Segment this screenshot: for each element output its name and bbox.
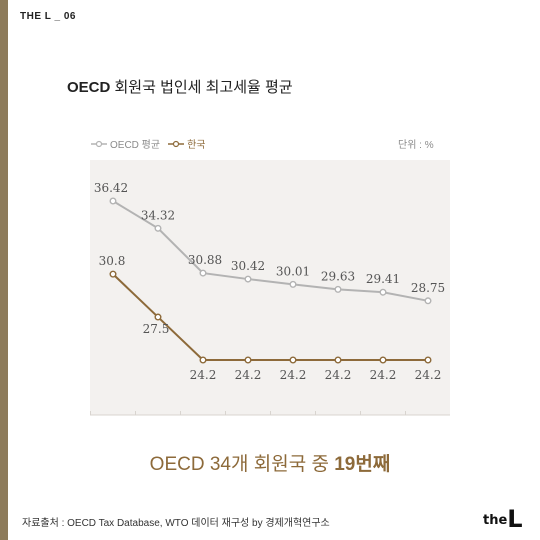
subtitle-strong: 19번째 xyxy=(334,454,391,475)
data-point-oecd xyxy=(109,197,117,205)
legend-item-oecd: OECD 평균 xyxy=(91,136,160,151)
data-point-korea xyxy=(334,356,342,364)
data-point-oecd xyxy=(154,224,162,232)
data-label-oecd: 30.88 xyxy=(188,253,222,267)
series-line-korea xyxy=(112,273,428,361)
chart-title-rest: 회원국 법인세 최고세율 평균 xyxy=(110,79,293,96)
series-tag: THE L _ 06 xyxy=(20,11,76,22)
data-label-korea: 24.2 xyxy=(325,368,352,382)
data-label-korea: 30.8 xyxy=(99,254,126,268)
data-label-oecd: 30.42 xyxy=(231,259,265,273)
chart-title-highlight: OECD xyxy=(67,79,111,96)
data-point-korea xyxy=(154,313,162,321)
data-point-oecd xyxy=(379,288,387,296)
legend-label-korea: 한국 xyxy=(187,140,206,151)
data-label-oecd: 29.63 xyxy=(321,269,355,283)
data-point-korea xyxy=(199,356,207,364)
data-label-korea: 24.2 xyxy=(415,368,442,382)
data-point-korea xyxy=(424,356,432,364)
series-line-oecd xyxy=(112,200,429,302)
data-point-oecd xyxy=(244,275,252,283)
subtitle: OECD 34개 회원국 중 19번째 xyxy=(0,449,540,476)
chart-title: OECD 회원국 법인세 최고세율 평균 xyxy=(67,76,293,97)
side-accent-bar xyxy=(0,0,8,540)
data-label-oecd: 34.32 xyxy=(141,208,175,222)
data-point-korea xyxy=(379,356,387,364)
data-label-oecd: 29.41 xyxy=(366,272,400,286)
data-label-oecd: 30.01 xyxy=(276,264,310,278)
data-label-korea: 24.2 xyxy=(280,368,307,382)
data-label-oecd: 36.42 xyxy=(94,181,128,195)
subtitle-normal: OECD 34개 회원국 중 xyxy=(149,454,335,475)
data-point-oecd xyxy=(289,280,297,288)
legend-oecd-marker-icon xyxy=(91,140,107,147)
legend: OECD 평균 한국 xyxy=(91,136,213,151)
legend-korea-marker-icon xyxy=(168,140,185,147)
data-label-korea: 24.2 xyxy=(235,368,262,382)
data-point-korea xyxy=(244,356,252,364)
the-l-logo: theL xyxy=(483,505,523,533)
data-point-oecd xyxy=(334,285,342,293)
line-chart: 36.42 34.32 30.88 30.42 30.01 29.63 29.41 28.75… xyxy=(90,160,450,416)
legend-item-korea: 한국 xyxy=(168,136,205,151)
legend-label-oecd: OECD 평균 xyxy=(110,140,161,151)
plot-area xyxy=(90,160,450,415)
data-label-oecd: 28.75 xyxy=(411,281,445,295)
data-point-oecd xyxy=(199,269,207,277)
data-label-korea: 27.5 xyxy=(143,322,170,336)
data-point-korea xyxy=(109,270,117,278)
data-point-korea xyxy=(289,356,297,364)
source-note: 자료출처 : OECD Tax Database, WTO 데이터 재구성 by… xyxy=(22,518,330,529)
unit-label: 단위 : % xyxy=(398,140,434,151)
data-point-oecd xyxy=(424,297,432,305)
data-label-korea: 24.2 xyxy=(370,368,397,382)
data-label-korea: 24.2 xyxy=(190,368,217,382)
